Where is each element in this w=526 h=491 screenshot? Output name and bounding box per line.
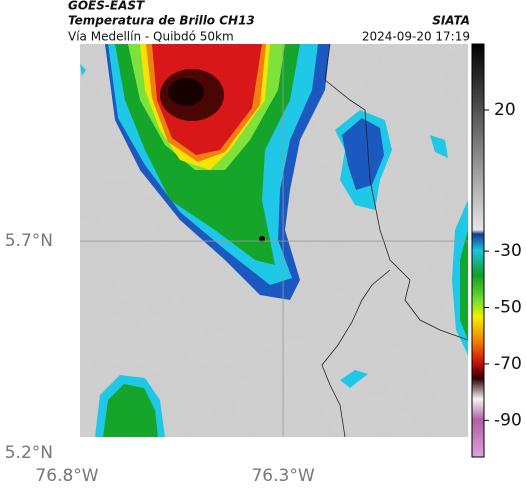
cloud: [342, 118, 384, 190]
colorbar-tick-label: -70: [494, 354, 522, 374]
colorbar: [471, 43, 485, 458]
cloud: [340, 370, 368, 388]
datetime: 2024-09-20 17:19: [362, 30, 470, 44]
border: [324, 43, 469, 341]
location-marker: [259, 236, 265, 242]
subtitle: Vía Medellín - Quibdó 50km: [68, 30, 234, 44]
cloud-core: [168, 78, 204, 106]
cloud: [460, 230, 468, 340]
cloud: [103, 384, 158, 437]
y-tick-label: 5.2°N: [5, 443, 53, 463]
brand: SIATA: [432, 14, 470, 28]
axes: 76.8°W 76.3°W 5.7°N 5.2°N 20 -30 -50 -70 -90: [5, 44, 522, 486]
border: [321, 269, 391, 438]
satellite-image: [80, 43, 469, 438]
x-tick-label: 76.8°W: [35, 466, 98, 486]
x-tick-label: 76.3°W: [251, 466, 314, 486]
cloud: [430, 135, 448, 158]
colorbar-tick-label: -90: [494, 410, 522, 430]
colorbar-tick-label: -50: [494, 297, 522, 317]
colorbar-tick-label: 20: [494, 100, 516, 120]
y-tick-label: 5.7°N: [5, 231, 53, 251]
title: Temperatura de Brillo CH13: [68, 14, 255, 28]
colorbar-tick-label: -30: [494, 241, 522, 261]
cloud: [80, 64, 86, 76]
header: GOES-EAST Temperatura de Brillo CH13 SIA…: [68, 0, 470, 44]
source: GOES-EAST: [68, 0, 145, 13]
